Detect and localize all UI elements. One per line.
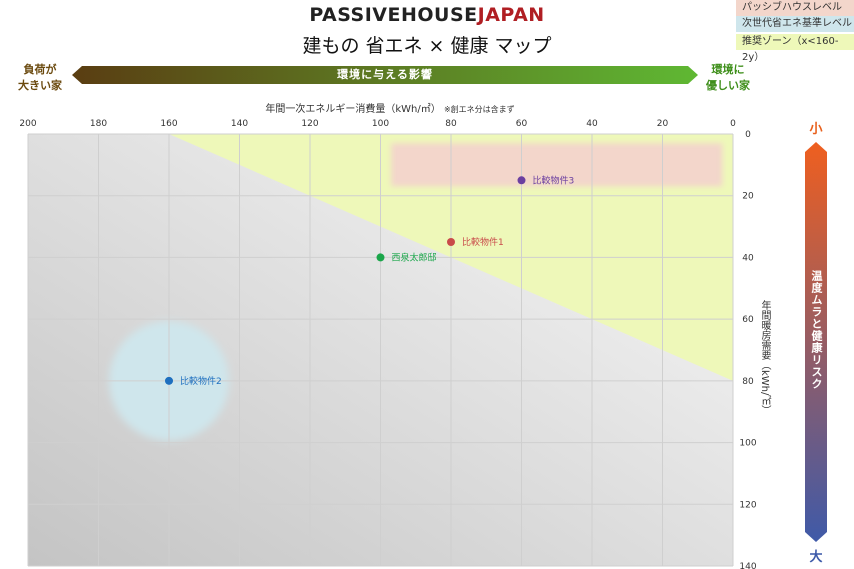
x-axis-title: 年間一次エネルギー消費量（kWh/㎡） ※創エネ分は含まず: [200, 100, 580, 115]
x-tick-label: 0: [730, 119, 736, 129]
label-line: 優しい家: [706, 79, 750, 92]
y-tick-label: 0: [745, 130, 751, 140]
x-tick-label: 160: [160, 119, 177, 129]
legend-passive-house: パッシブハウスレベル: [736, 0, 854, 16]
risk-small-label: 小: [809, 122, 823, 137]
y-tick-labels: 0 20 40 60 80 100 120 140: [739, 130, 756, 569]
data-point-label: 比較物件2: [180, 375, 222, 387]
y-axis-title: 年間暖房需要（kWh/㎡）: [759, 300, 770, 416]
x-tick-labels: 200 180 160 140 120 100 80 60 40 20 0: [19, 119, 736, 129]
x-tick-label: 180: [90, 119, 107, 129]
x-tick-label: 40: [586, 119, 598, 129]
high-load-label: 負荷が 大きい家: [10, 62, 70, 94]
environment-impact-label: 環境に与える影響: [337, 68, 433, 81]
data-point: [376, 253, 385, 262]
environment-impact-arrow: [72, 66, 698, 84]
x-tick-label: 200: [19, 119, 36, 129]
data-point: [517, 176, 526, 185]
legend-recommended: 推奨ゾーン（x<160-2y）: [736, 34, 854, 63]
data-point-label: 比較物件1: [462, 236, 504, 248]
data-point-label: 比較物件3: [533, 174, 575, 186]
y-tick-label: 120: [739, 500, 756, 510]
x-tick-label: 100: [372, 119, 389, 129]
x-axis-note: ※創エネ分は含まず: [443, 105, 515, 114]
legend-label: 次世代省エネ基準レベル: [742, 18, 852, 29]
y-tick-label: 60: [742, 315, 754, 325]
page-title: 建もの 省エネ × 健康 マップ: [302, 35, 552, 57]
x-tick-label: 80: [445, 119, 457, 129]
y-tick-label: 20: [742, 192, 754, 202]
legend-label: 推奨ゾーン（x<160-2y）: [742, 36, 839, 63]
brand-part2: JAPAN: [477, 4, 545, 26]
x-tick-label: 20: [657, 119, 669, 129]
passive-house-zone: [391, 143, 723, 187]
label-line: 負荷が: [23, 63, 57, 76]
x-tick-label: 120: [301, 119, 318, 129]
x-axis-label: 年間一次エネルギー消費量（kWh/㎡）: [265, 104, 441, 115]
data-point: [447, 238, 455, 246]
y-tick-label: 80: [742, 377, 754, 387]
brand-logo: PASSIVEHOUSEJAPAN: [0, 4, 854, 26]
y-tick-label: 40: [742, 253, 754, 263]
risk-axis-label: 温度ムラと健康リスク: [810, 270, 823, 390]
grid-lines: [27, 133, 734, 567]
label-line: 環境に: [711, 63, 745, 76]
y-tick-label: 100: [739, 439, 756, 449]
x-tick-label: 60: [516, 119, 528, 129]
brand-part1: PASSIVEHOUSE: [309, 4, 478, 26]
data-point-label: 西泉太郎邸: [392, 251, 437, 263]
health-risk-arrow: [805, 142, 827, 542]
x-tick-label: 140: [231, 119, 248, 129]
risk-large-label: 大: [809, 550, 823, 565]
legend-label: パッシブハウスレベル: [742, 2, 842, 13]
eco-friendly-label: 環境に 優しい家: [698, 62, 758, 94]
label-line: 大きい家: [18, 79, 62, 92]
legend-standard: 次世代省エネ基準レベル: [736, 16, 854, 32]
y-tick-label: 140: [739, 562, 756, 569]
data-point: [165, 376, 173, 385]
